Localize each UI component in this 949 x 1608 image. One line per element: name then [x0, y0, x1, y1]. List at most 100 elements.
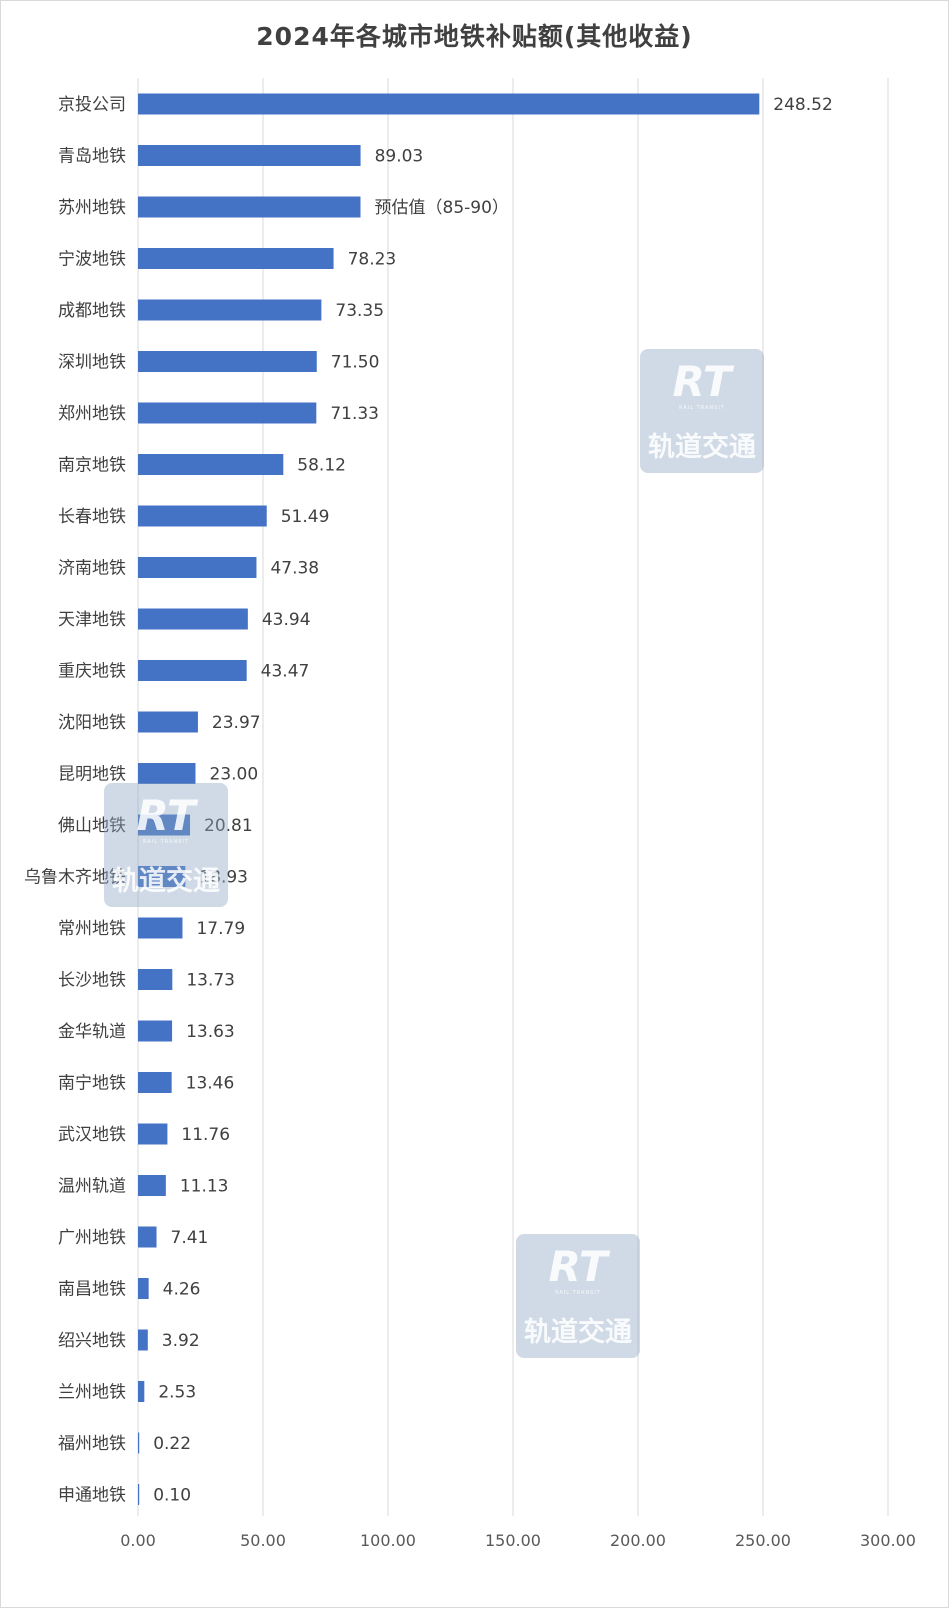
data-label: 58.12	[297, 456, 346, 476]
category-label: 沈阳地铁	[58, 713, 126, 733]
watermark-logo: RT RAIL TRANSIT 轨道交通	[104, 783, 228, 907]
data-label: 78.23	[348, 250, 397, 270]
data-label: 43.47	[261, 662, 310, 682]
bar	[138, 814, 191, 836]
x-tick-label: 150.00	[485, 1531, 541, 1550]
category-label: 申通地铁	[58, 1486, 126, 1506]
category-label: 济南地铁	[58, 559, 126, 579]
bar	[138, 917, 183, 939]
bar	[138, 1226, 157, 1248]
watermark-logo: RT RAIL TRANSIT 轨道交通	[640, 349, 764, 473]
watermark-rt-text: RT	[136, 791, 196, 840]
bar	[138, 1020, 173, 1042]
watermark-name-text: 轨道交通	[112, 866, 220, 897]
bar	[138, 1072, 172, 1093]
data-label: 20.81	[204, 816, 253, 836]
watermark-sub-text: RAIL TRANSIT	[143, 839, 189, 845]
data-label: 3.92	[162, 1331, 200, 1351]
bar	[138, 299, 322, 321]
category-label: 天津地铁	[58, 610, 126, 630]
watermark-rt-text: RT	[548, 1242, 608, 1291]
category-label: 兰州地铁	[58, 1383, 126, 1403]
data-label: 4.26	[163, 1280, 201, 1300]
data-label: 51.49	[281, 507, 330, 527]
watermark-name-text: 轨道交通	[524, 1317, 632, 1348]
category-label: 武汉地铁	[58, 1125, 126, 1145]
data-label: 7.41	[171, 1228, 209, 1248]
data-label: 0.10	[153, 1486, 191, 1506]
data-label: 17.79	[196, 919, 245, 939]
bar	[138, 1278, 149, 1299]
category-label: 苏州地铁	[58, 198, 126, 218]
data-label: 0.22	[153, 1434, 191, 1454]
bar	[138, 557, 257, 578]
category-label: 温州轨道	[58, 1177, 126, 1197]
category-label: 青岛地铁	[58, 147, 126, 167]
category-label: 广州地铁	[58, 1228, 126, 1248]
bar	[138, 1329, 148, 1351]
category-label: 佛山地铁	[58, 816, 126, 836]
bar	[138, 145, 361, 166]
bar	[138, 351, 317, 372]
category-label: 绍兴地铁	[58, 1331, 126, 1351]
bar	[138, 660, 247, 681]
data-label: 71.50	[331, 353, 380, 373]
category-label: 长沙地铁	[58, 971, 126, 991]
bar	[138, 1432, 140, 1454]
category-label: 深圳地铁	[58, 353, 126, 373]
bar	[138, 608, 248, 630]
x-tick-label: 100.00	[360, 1531, 416, 1550]
watermark-rt-text: RT	[672, 357, 732, 406]
data-label: 18.93	[199, 868, 248, 888]
data-label: 2.53	[158, 1383, 196, 1403]
bar	[138, 402, 317, 424]
bar	[138, 1123, 168, 1145]
bar	[138, 969, 173, 990]
bar	[138, 1175, 166, 1196]
bar	[138, 1484, 140, 1505]
bar	[138, 763, 196, 784]
category-label: 金华轨道	[58, 1022, 126, 1042]
bar	[138, 93, 760, 115]
category-label: 福州地铁	[58, 1434, 126, 1454]
x-tick-label: 0.00	[120, 1531, 156, 1550]
category-label: 南昌地铁	[58, 1280, 126, 1300]
x-tick-label: 200.00	[610, 1531, 666, 1550]
category-label: 京投公司	[58, 95, 126, 115]
data-label: 248.52	[773, 95, 832, 115]
x-tick-label: 250.00	[735, 1531, 791, 1550]
data-label: 13.63	[186, 1022, 235, 1042]
category-label: 南宁地铁	[58, 1074, 126, 1094]
bar	[138, 248, 334, 269]
category-label: 郑州地铁	[58, 404, 126, 424]
category-label: 宁波地铁	[58, 250, 126, 270]
category-label: 常州地铁	[58, 919, 126, 939]
data-label: 73.35	[335, 301, 384, 321]
data-label: 71.33	[330, 404, 379, 424]
data-label: 11.76	[181, 1125, 230, 1145]
bar	[138, 505, 267, 527]
chart-title: 2024年各城市地铁补贴额(其他收益)	[256, 22, 693, 51]
category-label: 长春地铁	[58, 507, 126, 527]
watermark-sub-text: RAIL TRANSIT	[555, 1290, 601, 1296]
category-label: 重庆地铁	[58, 662, 126, 682]
bar	[138, 1381, 145, 1402]
data-label: 23.97	[212, 713, 261, 733]
category-label: 乌鲁木齐地铁	[24, 868, 126, 888]
data-label: 23.00	[210, 765, 259, 785]
data-label: 43.94	[262, 610, 311, 630]
data-label: 预估值（85-90）	[375, 198, 509, 218]
x-tick-label: 50.00	[240, 1531, 286, 1550]
data-label: 13.46	[186, 1074, 235, 1094]
category-label: 成都地铁	[58, 301, 126, 321]
x-tick-label: 300.00	[860, 1531, 916, 1550]
data-label: 11.13	[180, 1177, 229, 1197]
data-label: 47.38	[270, 559, 319, 579]
category-label: 昆明地铁	[58, 765, 126, 785]
bar	[138, 196, 361, 218]
data-label: 89.03	[375, 147, 424, 167]
bar	[138, 866, 186, 887]
watermark-name-text: 轨道交通	[648, 432, 756, 463]
watermark-logo: RT RAIL TRANSIT 轨道交通	[516, 1234, 640, 1358]
